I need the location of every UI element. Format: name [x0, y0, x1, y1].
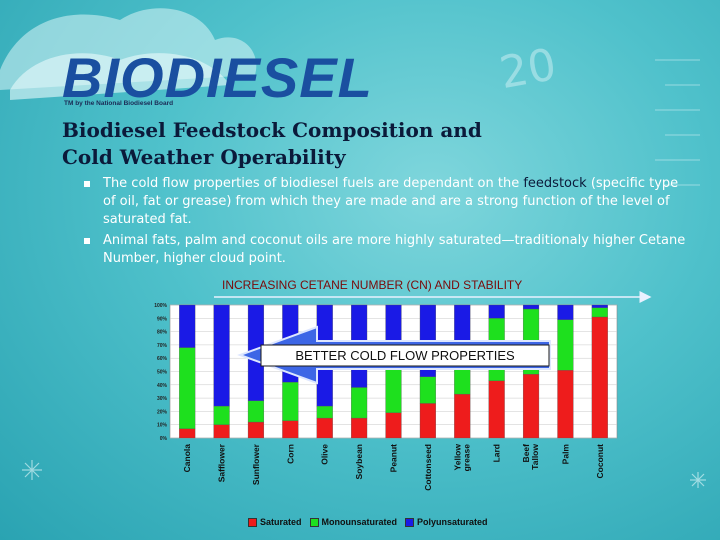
bar-segment-saturated	[557, 370, 574, 439]
bar-segment-saturated	[591, 316, 608, 439]
y-tick-label: 50%	[157, 370, 168, 376]
bar-segment-polyunsaturated	[591, 304, 608, 308]
legend-item-saturated: Saturated	[248, 517, 302, 527]
bullet-1-text-post: (specific type of oil, fat or grease) fr…	[103, 176, 679, 227]
x-category-label: Olive	[320, 444, 330, 465]
legend-label-saturated: Saturated	[260, 517, 302, 527]
y-tick-label: 40%	[157, 383, 168, 389]
y-tick-label: 20%	[157, 409, 168, 415]
logo-bio-text: BIO	[62, 46, 165, 109]
bar-segment-monounsaturated	[316, 405, 333, 419]
bullet-square-icon	[84, 181, 90, 187]
x-category-label: Yellowgrease	[452, 444, 471, 472]
bar-segment-saturated	[522, 374, 540, 439]
bar-segment-monounsaturated	[213, 405, 230, 425]
y-tick-label: 0%	[160, 436, 168, 442]
bullet-item-2: Animal fats, palm and coconut oils are m…	[84, 232, 694, 268]
y-tick-label: 80%	[157, 330, 168, 336]
bullet-list: The cold flow properties of biodiesel fu…	[84, 175, 694, 271]
bullet-square-icon	[84, 238, 90, 244]
bar-segment-saturated	[282, 420, 299, 439]
bullet-1-text-pre: The cold flow properties of biodiesel fu…	[103, 176, 524, 191]
bar-segment-polyunsaturated	[213, 304, 230, 407]
x-category-label: Lard	[492, 444, 502, 462]
cetane-annotation-label: INCREASING CETANE NUMBER (CN) AND STABIL…	[222, 278, 523, 292]
bar-segment-monounsaturated	[282, 381, 299, 421]
bar-segment-monounsaturated	[179, 347, 196, 429]
bar-segment-saturated	[213, 424, 230, 439]
y-axis-ticks: 0% 10% 20% 30% 40% 50% 60% 70% 80% 90% 100%	[154, 303, 167, 442]
bar-segment-polyunsaturated	[488, 304, 505, 319]
legend-label-polyunsaturated: Polyunsaturated	[417, 517, 488, 527]
x-category-label: Peanut	[389, 444, 399, 473]
title-line-2: Cold Weather Operability	[62, 145, 346, 169]
title-line-1: Biodiesel Feedstock Composition and	[62, 118, 482, 142]
bar-segment-monounsaturated	[557, 319, 574, 371]
bar-segment-saturated	[247, 421, 265, 439]
y-tick-label: 30%	[157, 396, 168, 402]
bullet-item-1: The cold flow properties of biodiesel fu…	[84, 175, 694, 229]
bar-segment-saturated	[385, 412, 402, 439]
bar-segment-polyunsaturated	[522, 304, 540, 310]
biodiesel-logo: BIODIESEL TM by the National Biodiesel B…	[62, 50, 373, 108]
bar-segment-saturated	[488, 380, 505, 439]
x-category-label: Palm	[560, 444, 570, 465]
x-category-label: Coconut	[595, 444, 605, 479]
legend-item-monounsaturated: Monounsaturated	[309, 517, 398, 527]
slide-title: Biodiesel Feedstock Composition and Cold…	[62, 117, 622, 171]
x-category-label: Soybean	[354, 444, 364, 479]
bar-segment-monounsaturated	[419, 376, 436, 404]
logo-diesel-text: DIESEL	[164, 46, 373, 109]
bar-segment-saturated	[454, 393, 471, 439]
logo-tagline: TM by the National Biodiesel Board	[64, 100, 174, 107]
bar-segment-saturated	[316, 417, 333, 439]
cold-flow-label-box	[260, 344, 550, 367]
bar-segment-monounsaturated	[351, 387, 368, 419]
legend-swatch-polyunsaturated	[405, 517, 415, 527]
cold-flow-arrow: BETTER COLD FLOW PROPERTIES	[237, 325, 551, 385]
bar-segment-polyunsaturated	[179, 304, 196, 348]
legend-swatch-saturated	[248, 517, 257, 527]
x-category-label: Cottonseed	[423, 444, 433, 491]
x-category-label: Sunflower	[251, 443, 261, 485]
x-category-label: BeefTallow	[521, 444, 540, 470]
x-category-label: Canola	[182, 444, 192, 473]
legend-label-monounsaturated: Monounsaturated	[321, 517, 398, 527]
bar-segment-monounsaturated	[591, 307, 608, 318]
bar-segment-saturated	[419, 403, 436, 439]
x-category-label: Corn	[285, 444, 295, 464]
legend-item-polyunsaturated: Polyunsaturated	[405, 517, 488, 527]
chart-legend: Saturated Monounsaturated Polyunsaturate…	[248, 517, 488, 527]
y-tick-label: 60%	[157, 356, 168, 362]
bar-segment-monounsaturated	[247, 400, 265, 423]
bullet-1-highlight: feedstock	[523, 176, 587, 191]
bar-segment-saturated	[351, 417, 368, 439]
bar-segment-saturated	[179, 428, 196, 439]
cold-flow-label: BETTER COLD FLOW PROPERTIES	[295, 348, 515, 363]
y-tick-label: 70%	[157, 343, 168, 349]
x-category-label: Safflower	[217, 443, 227, 482]
x-axis-category-labels: Canola Safflower Sunflower Corn Olive Soybean…	[182, 443, 605, 490]
legend-swatch-monounsaturated	[309, 517, 319, 527]
bar-segment-polyunsaturated	[557, 304, 574, 320]
y-tick-label: 100%	[154, 303, 167, 309]
y-tick-label: 10%	[157, 423, 168, 429]
y-tick-label: 90%	[157, 316, 168, 322]
bullet-2-text: Animal fats, palm and coconut oils are m…	[103, 233, 686, 266]
